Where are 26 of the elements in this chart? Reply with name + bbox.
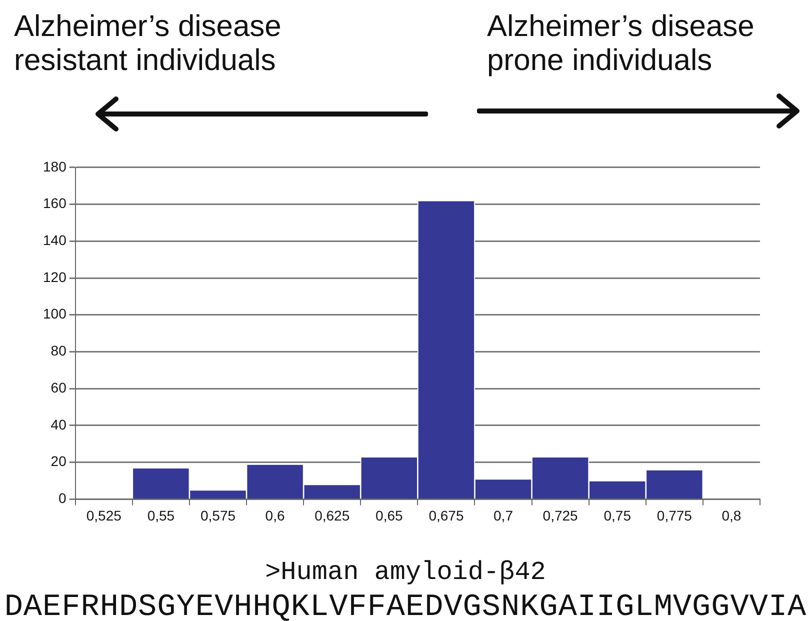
- x-tick-label: 0,575: [200, 507, 236, 524]
- x-tick-label: 0,675: [428, 507, 464, 524]
- y-tick-label: 120: [43, 268, 67, 285]
- y-tick-label: 20: [50, 453, 67, 470]
- x-tick-label: 0,6: [265, 507, 285, 524]
- x-tick-label: 0,775: [656, 507, 692, 524]
- y-tick-label: 180: [43, 158, 67, 174]
- text: Alzheimer’s disease prone individuals: [487, 10, 754, 78]
- text: >Human amyloid-β42: [264, 557, 547, 587]
- y-tick-label: 100: [43, 306, 67, 322]
- x-tick-label: 0,55: [147, 507, 175, 524]
- y-tick-label: 0: [58, 490, 67, 506]
- y-tick-label: 40: [50, 416, 67, 432]
- x-tick-label: 0,7: [494, 507, 514, 524]
- x-tick-label: 0,525: [86, 507, 122, 524]
- text: Alzheimer’s disease resistant individuals: [14, 10, 282, 78]
- x-tick-label: 0,8: [722, 507, 742, 524]
- y-tick-label: 140: [43, 232, 67, 248]
- x-tick-label: 0,65: [376, 507, 403, 524]
- x-tick-label: 0,625: [314, 507, 350, 524]
- y-tick-label: 80: [50, 342, 67, 359]
- text: DAEFRHDSGYEVHHQKLVFFAEDVGSNKGAIIGLMVGGVVIA: [3, 590, 808, 621]
- y-tick-label: 160: [43, 195, 67, 212]
- x-tick-label: 0,725: [542, 507, 578, 524]
- x-tick-label: 0,75: [604, 507, 632, 524]
- y-tick-label: 60: [50, 379, 67, 396]
